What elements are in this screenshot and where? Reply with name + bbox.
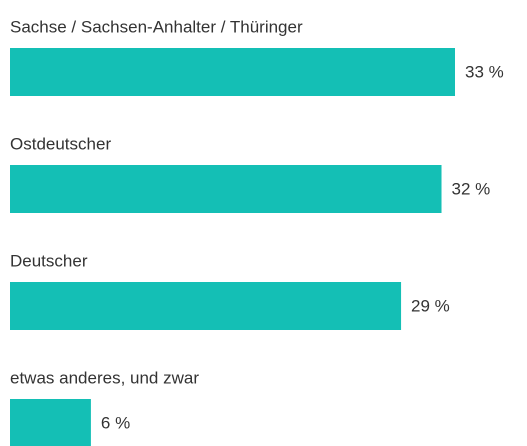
bar: [10, 399, 91, 446]
value-label: 32 %: [452, 179, 491, 198]
bar: [10, 282, 402, 330]
category-label: Ostdeutscher: [10, 134, 111, 153]
category-label: Deutscher: [10, 251, 88, 270]
bar: [10, 165, 442, 213]
bar: [10, 48, 455, 96]
value-label: 6 %: [101, 413, 130, 432]
value-label: 33 %: [465, 62, 504, 81]
category-label: Sachse / Sachsen-Anhalter / Thüringer: [10, 17, 303, 36]
value-label: 29 %: [411, 296, 450, 315]
category-label: etwas anderes, und zwar: [10, 368, 199, 387]
